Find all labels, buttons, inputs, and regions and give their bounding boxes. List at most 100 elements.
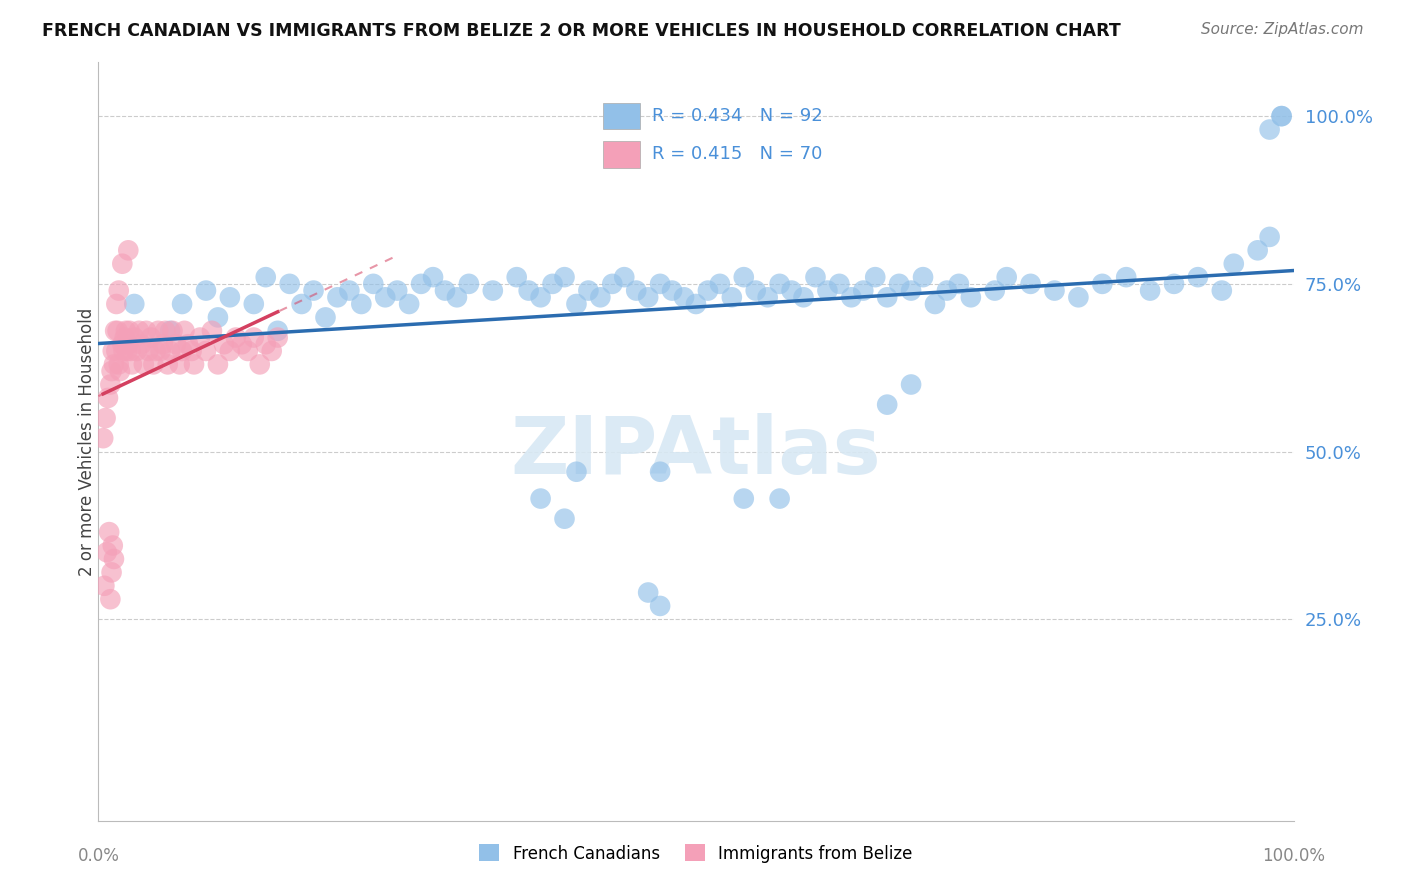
Point <box>267 324 290 338</box>
Text: FRENCH CANADIAN VS IMMIGRANTS FROM BELIZE 2 OR MORE VEHICLES IN HOUSEHOLD CORREL: FRENCH CANADIAN VS IMMIGRANTS FROM BELIZ… <box>42 22 1121 40</box>
Point <box>207 310 229 325</box>
Point <box>517 284 540 298</box>
Point <box>756 290 779 304</box>
Point <box>97 391 120 405</box>
Point <box>132 357 155 371</box>
Point <box>769 277 792 291</box>
Point <box>302 284 325 298</box>
Point <box>889 277 911 291</box>
Point <box>107 284 129 298</box>
Point <box>482 284 505 298</box>
Point <box>107 357 129 371</box>
Point <box>165 337 187 351</box>
Point <box>139 330 162 344</box>
Point <box>243 330 266 344</box>
Point <box>156 357 179 371</box>
Point <box>434 284 457 298</box>
Point <box>212 337 235 351</box>
Point <box>589 290 612 304</box>
Point <box>108 364 131 378</box>
Point <box>817 284 839 298</box>
Point <box>650 277 672 291</box>
Point <box>172 343 194 358</box>
Point <box>114 330 136 344</box>
Point <box>541 277 564 291</box>
Point <box>1247 244 1270 258</box>
Point <box>131 337 153 351</box>
Point <box>960 290 983 304</box>
Point <box>148 324 170 338</box>
Point <box>291 297 314 311</box>
Point <box>138 343 160 358</box>
Point <box>422 270 444 285</box>
Point <box>91 431 114 445</box>
Point <box>685 297 707 311</box>
Point <box>254 337 277 351</box>
Point <box>1271 109 1294 123</box>
Point <box>96 545 118 559</box>
Point <box>124 297 146 311</box>
Point <box>865 270 887 285</box>
Text: ZIPAtlas: ZIPAtlas <box>510 413 882 491</box>
Point <box>745 284 768 298</box>
Text: R = 0.415   N = 70: R = 0.415 N = 70 <box>652 145 823 163</box>
Point <box>326 290 349 304</box>
Point <box>506 270 529 285</box>
Point <box>267 330 290 344</box>
Point <box>145 343 167 358</box>
Point <box>120 343 142 358</box>
Point <box>530 491 553 506</box>
Point <box>1271 109 1294 123</box>
Point <box>697 284 720 298</box>
Point <box>118 324 141 338</box>
Point <box>948 277 970 291</box>
Point <box>152 337 174 351</box>
Point <box>177 337 200 351</box>
Point <box>626 284 648 298</box>
Point <box>125 343 148 358</box>
Point <box>159 343 181 358</box>
Point <box>155 324 177 338</box>
Point <box>1163 277 1185 291</box>
Point <box>1139 284 1161 298</box>
Point <box>173 324 195 338</box>
Point <box>112 343 135 358</box>
Point <box>103 552 125 566</box>
Point <box>602 277 624 291</box>
Point <box>1258 230 1281 244</box>
Y-axis label: 2 or more Vehicles in Household: 2 or more Vehicles in Household <box>79 308 96 575</box>
Point <box>117 337 139 351</box>
Point <box>128 324 150 338</box>
Point <box>254 270 277 285</box>
Text: 100.0%: 100.0% <box>1263 847 1324 865</box>
Point <box>162 324 184 338</box>
Point <box>107 324 129 338</box>
Point <box>94 411 117 425</box>
Point <box>180 343 202 358</box>
Point <box>385 284 409 298</box>
Point <box>100 364 122 378</box>
Point <box>219 290 242 304</box>
Point <box>105 343 128 358</box>
Point <box>183 357 205 371</box>
Text: Source: ZipAtlas.com: Source: ZipAtlas.com <box>1201 22 1364 37</box>
Point <box>924 297 946 311</box>
Point <box>554 270 576 285</box>
Point <box>852 284 875 298</box>
Point <box>1019 277 1042 291</box>
Bar <box>603 103 640 129</box>
Point <box>565 297 588 311</box>
Point <box>278 277 301 291</box>
Point <box>828 277 851 291</box>
Point <box>111 257 134 271</box>
Point <box>650 465 672 479</box>
Point <box>201 324 224 338</box>
Point <box>101 539 124 553</box>
Point <box>249 357 271 371</box>
Point <box>115 343 138 358</box>
Point <box>793 290 815 304</box>
Point <box>115 324 138 338</box>
Point <box>780 284 803 298</box>
Point <box>637 290 659 304</box>
Point <box>673 290 696 304</box>
